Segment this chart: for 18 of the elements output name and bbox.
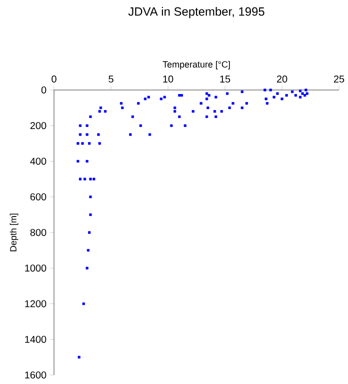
x-tick-label: 20 [276,76,288,83]
x-tick-label: 25 [334,76,344,83]
y-tick-label: 0 [41,86,46,94]
x-axis-title: Temperature [°C] [162,60,230,70]
y-tick-label: 600 [30,193,46,200]
y-tick-label: 1200 [25,300,46,308]
y-tick-label: 1600 [25,371,46,379]
x-tick-label: 15 [220,76,230,83]
y-tick-label: 800 [30,228,46,236]
x-tick-label: 10 [163,76,174,83]
y-tick-label: 1400 [25,336,46,343]
chart-title: JDVA in September, 1995 [128,7,264,18]
y-axis-title: Depth [m] [10,214,18,252]
x-tick-label: 5 [108,76,114,83]
y-tick-label: 400 [30,158,46,165]
x-tick-label: 0 [52,76,56,83]
y-tick-label: 200 [30,122,46,130]
y-tick-label: 1000 [25,264,46,272]
